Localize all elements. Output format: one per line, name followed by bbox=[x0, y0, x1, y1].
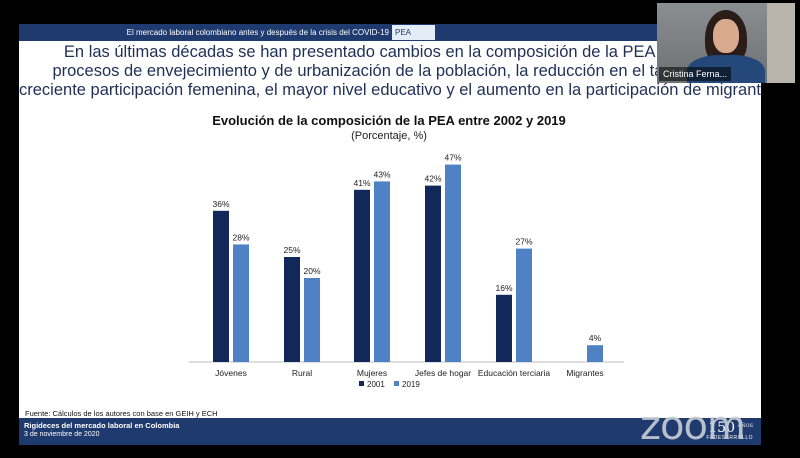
data-label: 41% bbox=[353, 178, 370, 188]
bar-2001-3 bbox=[425, 185, 441, 362]
slide-header-title: El mercado laboral colombiano antes y de… bbox=[126, 28, 389, 37]
category-label: Educación terciaria bbox=[478, 368, 551, 378]
legend-label-2019: 2019 bbox=[402, 380, 420, 389]
footer-date: 3 de noviembre de 2020 bbox=[24, 431, 100, 438]
bar-2001-4 bbox=[496, 294, 512, 362]
chart-subtitle: (Porcentaje, %) bbox=[351, 130, 427, 142]
slide-header-bar: El mercado laboral colombiano antes y de… bbox=[19, 24, 761, 41]
data-label: 16% bbox=[495, 283, 512, 293]
data-label: 20% bbox=[303, 266, 320, 276]
data-label: 4% bbox=[589, 333, 602, 343]
bar-2019-5 bbox=[587, 345, 603, 362]
logo-name: FEDESARROLLO bbox=[706, 435, 753, 441]
logo-number: 150 bbox=[708, 420, 735, 436]
bar-2019-3 bbox=[445, 164, 461, 362]
presentation-slide: El mercado laboral colombiano antes y de… bbox=[19, 24, 761, 445]
bar-2019-4 bbox=[516, 248, 532, 362]
bar-chart: 36% 28% Jóvenes 25% 20% Rural 41%43% Mujeres 42%… bbox=[189, 153, 624, 389]
participant-video-tile[interactable]: Cristina Ferna... bbox=[657, 3, 795, 83]
bar-2001-2 bbox=[354, 189, 370, 362]
legend-label-2001: 2001 bbox=[367, 380, 385, 389]
data-label: 28% bbox=[232, 232, 249, 242]
slide-section-label: PEA bbox=[392, 25, 435, 40]
legend-swatch-2001 bbox=[359, 381, 364, 386]
category-label: Jefes de hogar bbox=[415, 368, 471, 378]
bar-2019-0 bbox=[233, 244, 249, 362]
category-label: Mujeres bbox=[357, 368, 387, 378]
intro-line: procesos de envejecimiento y de urbaniza… bbox=[52, 62, 728, 80]
intro-line: creciente participación femenina, el may… bbox=[19, 81, 761, 99]
bar-2019-1 bbox=[304, 278, 320, 362]
participant-name-label: Cristina Ferna... bbox=[659, 67, 732, 81]
data-label: 27% bbox=[515, 237, 532, 247]
zoom-watermark: zoom bbox=[640, 403, 746, 449]
intro-line: En las últimas décadas se han presentado… bbox=[63, 43, 717, 61]
slide-intro-text: En las últimas décadas se han presentado… bbox=[19, 43, 761, 100]
category-label: Jóvenes bbox=[215, 368, 247, 378]
legend-swatch-2019 bbox=[394, 381, 399, 386]
slide-footer-bar: Rigideces del mercado laboral en Colombi… bbox=[19, 418, 761, 445]
bar-2019-2 bbox=[374, 181, 390, 362]
category-label: Rural bbox=[292, 368, 312, 378]
bar-2001-0 bbox=[213, 210, 229, 362]
data-label: 47% bbox=[444, 153, 461, 163]
participant-face bbox=[713, 19, 739, 53]
video-background bbox=[767, 3, 795, 83]
chart-title: Evolución de la composición de la PEA en… bbox=[212, 113, 566, 128]
category-label: Migrantes bbox=[566, 368, 603, 378]
data-label: 36% bbox=[212, 199, 229, 209]
data-label: 43% bbox=[373, 169, 390, 179]
bar-2001-1 bbox=[284, 257, 300, 362]
data-label: 42% bbox=[424, 174, 441, 184]
source-note: Fuente: Cálculos de los autores con base… bbox=[25, 409, 218, 418]
footer-title: Rigideces del mercado laboral en Colombi… bbox=[24, 421, 180, 430]
data-label: 25% bbox=[283, 245, 300, 255]
logo-anos: AÑOS bbox=[737, 423, 753, 429]
